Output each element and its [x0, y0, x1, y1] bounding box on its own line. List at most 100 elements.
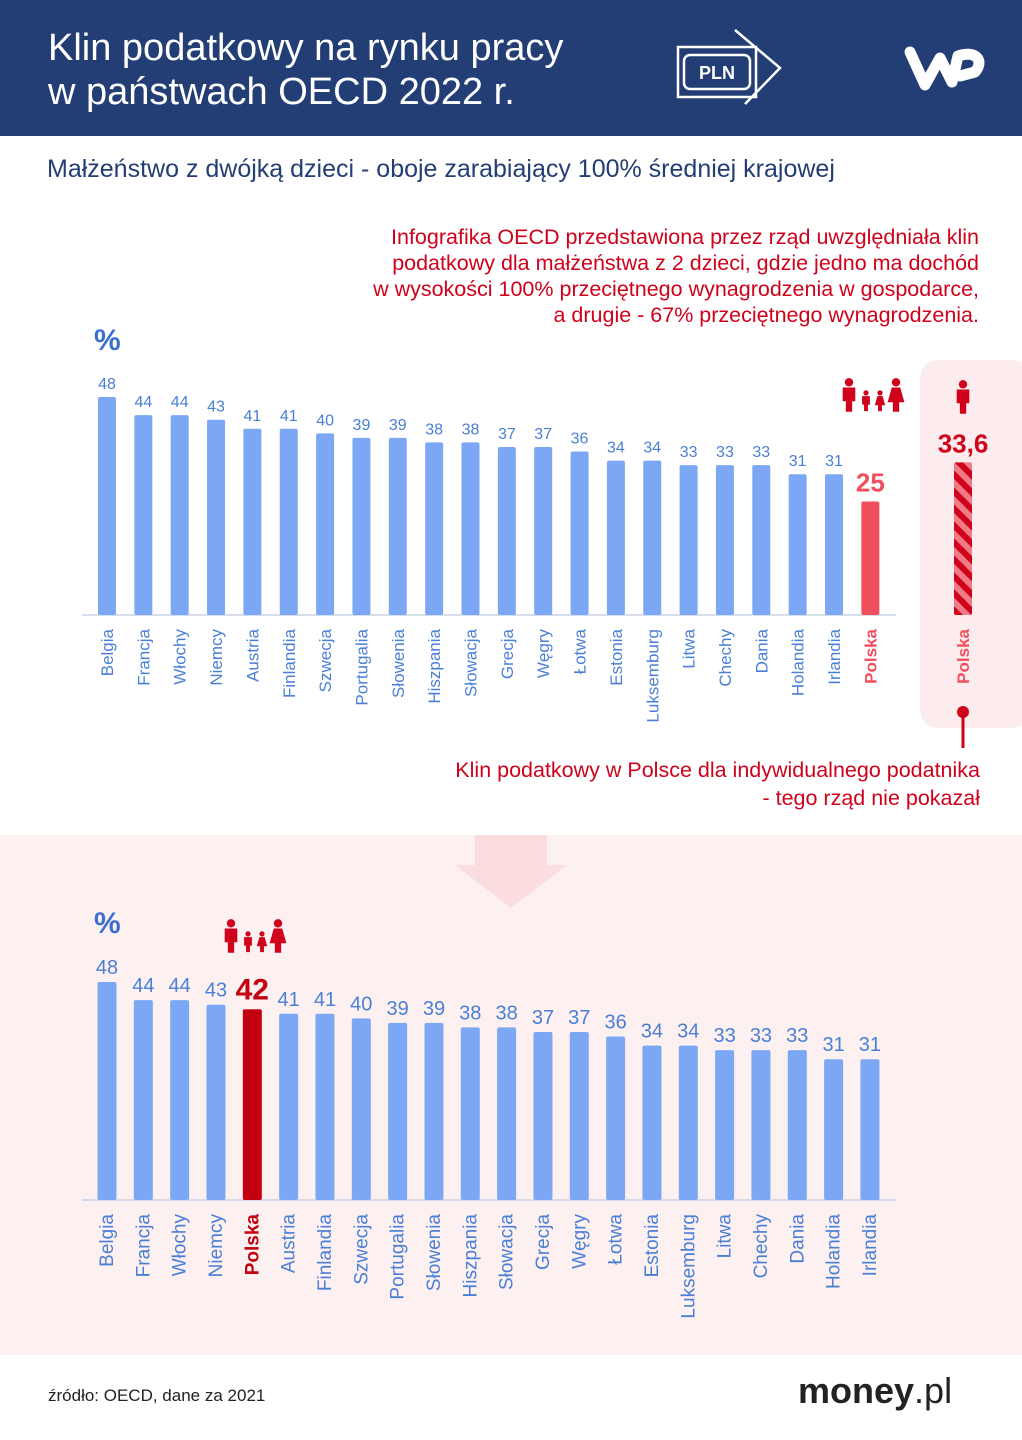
bar-irlandia — [860, 1059, 880, 1200]
value-label: 41 — [314, 989, 336, 1011]
person-icon — [842, 378, 856, 412]
bar-litwa — [679, 465, 698, 615]
bar-belgia — [97, 982, 117, 1200]
bar-belgia — [98, 397, 116, 615]
value-label: 39 — [353, 417, 371, 434]
category-label: Włochy — [171, 629, 190, 685]
bar-estonia — [606, 460, 625, 615]
bar-włochy — [170, 1000, 190, 1200]
bar-luksemburg — [643, 460, 662, 615]
page-title: Klin podatkowy na rynku pracy w państwac… — [48, 26, 563, 114]
bar-chechy — [715, 465, 734, 615]
bar-hiszpania — [425, 442, 444, 615]
body — [887, 387, 905, 412]
category-label: Słowacja — [462, 628, 481, 697]
category-label: Portugalia — [352, 628, 371, 705]
value-label: 44 — [132, 975, 154, 997]
bar-dania — [752, 465, 771, 615]
value-label: 31 — [859, 1034, 881, 1056]
head — [226, 919, 236, 928]
value-label: 33 — [680, 444, 698, 461]
value-label: 34 — [677, 1021, 699, 1043]
category-label: Estonia — [607, 628, 626, 685]
category-label: Belgia — [98, 628, 117, 676]
category-label: Austria — [243, 628, 262, 681]
note-line: - tego rząd nie pokazał — [762, 786, 980, 810]
category-label: Szwecja — [316, 628, 335, 692]
category-label: Dania — [787, 1214, 808, 1264]
bar-słowenia — [388, 437, 407, 615]
value-label: 43 — [207, 399, 225, 416]
note-line: podatkowy dla małżeństwa z 2 dzieci, gdz… — [392, 251, 979, 275]
category-label: Portugalia — [388, 1214, 409, 1300]
body — [269, 928, 287, 953]
value-label: 41 — [278, 989, 300, 1011]
category-label: Francja — [133, 1214, 154, 1278]
bar-francja — [133, 1000, 153, 1200]
value-label: 44 — [169, 975, 191, 997]
body — [862, 396, 870, 412]
bar-austria — [279, 1013, 299, 1200]
bar-polska — [861, 501, 880, 615]
head — [259, 931, 265, 937]
body — [224, 928, 238, 953]
value-label: 38 — [459, 1002, 481, 1024]
note-line: Klin podatkowy w Polsce dla indywidualne… — [455, 758, 980, 782]
value-label: 48 — [96, 957, 118, 979]
bar-grecja — [533, 1031, 553, 1200]
bar-holandia — [824, 1059, 844, 1200]
head — [844, 378, 854, 387]
note-line: a drugie - 67% przeciętnego wynagrodzeni… — [553, 303, 980, 327]
value-label: 33 — [750, 1025, 772, 1047]
category-label: Estonia — [642, 1214, 663, 1278]
value-label: 34 — [641, 1021, 663, 1043]
banknote-icon: PLN — [676, 29, 985, 105]
bar-finlandia — [279, 428, 298, 615]
category-label: Litwa — [715, 1214, 736, 1259]
bar-polska — [242, 1009, 262, 1200]
category-label: Łotwa — [571, 628, 590, 674]
child-icon — [862, 390, 870, 412]
value-label: 38 — [496, 1002, 518, 1024]
bar-słowacja — [461, 442, 480, 615]
body — [956, 389, 970, 414]
category-label: Luksemburg — [643, 629, 662, 723]
head — [273, 919, 283, 928]
value-label: 36 — [604, 1012, 626, 1034]
bar-hiszpania — [460, 1027, 480, 1200]
value-label: 39 — [389, 417, 407, 434]
value-label: 31 — [822, 1034, 844, 1056]
value-label: 37 — [568, 1007, 590, 1029]
category-label: Dania — [752, 628, 771, 673]
body — [244, 937, 252, 953]
head — [863, 390, 869, 396]
category-label: Litwa — [680, 628, 699, 668]
bar-łotwa — [606, 1036, 626, 1200]
value-label: 41 — [244, 408, 262, 425]
category-label: Finlandia — [280, 628, 299, 698]
category-label: Polska — [954, 628, 973, 683]
bar-włochy — [170, 415, 189, 615]
category-label: Niemcy — [206, 1214, 227, 1278]
person-icon — [269, 919, 287, 953]
child-icon — [244, 931, 252, 953]
category-label: Hiszpania — [460, 1214, 481, 1298]
category-label: Grecja — [498, 628, 517, 679]
value-label: 33,6 — [938, 428, 989, 458]
value-label: 36 — [571, 431, 589, 448]
bar-litwa — [715, 1050, 735, 1200]
value-label: 44 — [134, 394, 152, 411]
category-label: Hiszpania — [425, 628, 444, 703]
bar-polska — [954, 462, 972, 615]
category-label: Chechy — [716, 629, 735, 687]
bar-chechy — [751, 1050, 771, 1200]
category-label: Finlandia — [315, 1214, 336, 1292]
bar-holandia — [788, 474, 807, 615]
value-label: 37 — [498, 426, 516, 443]
category-label: Luksemburg — [678, 1214, 699, 1319]
bar-niemcy — [207, 419, 226, 615]
category-label: Włochy — [170, 1214, 191, 1277]
category-label: Grecja — [533, 1214, 554, 1270]
value-label: 33 — [752, 444, 770, 461]
